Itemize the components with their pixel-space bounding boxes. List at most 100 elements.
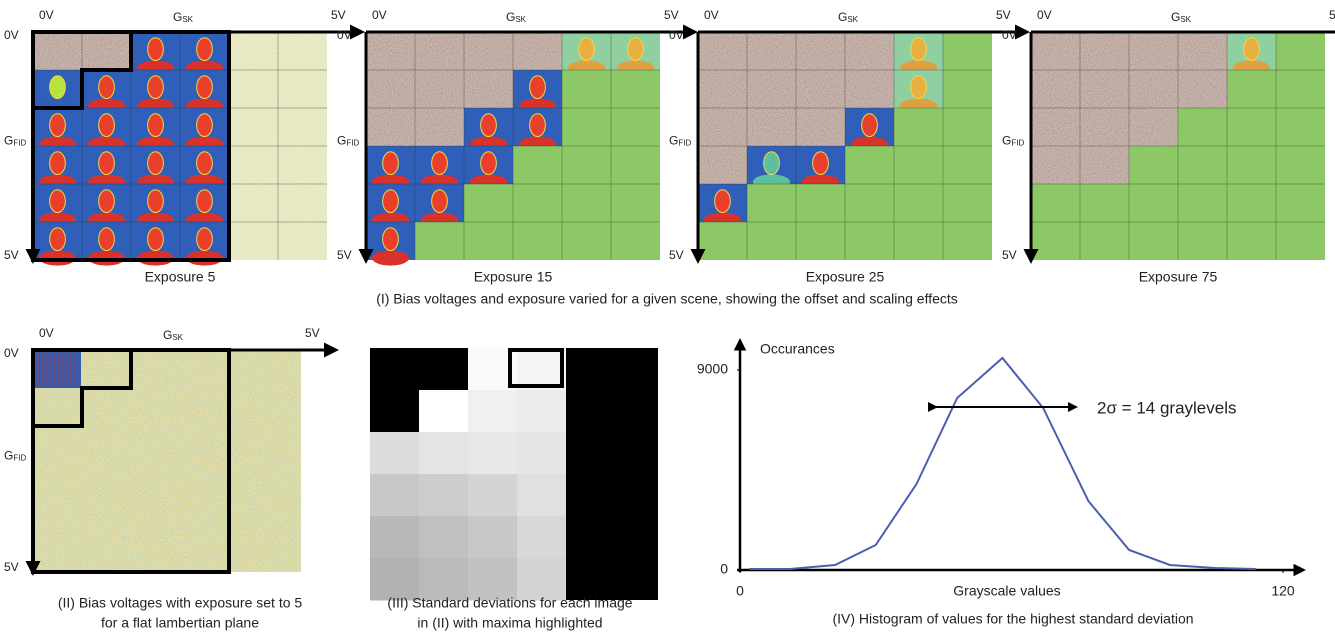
y-axis-label-sub: FID <box>1011 139 1024 148</box>
cell-green <box>796 184 845 222</box>
cell-green <box>943 108 992 146</box>
std-cell <box>370 432 420 475</box>
cell-green <box>1031 184 1080 222</box>
y-axis-label-main: G <box>4 134 13 148</box>
panel-caption: (IV) Histogram of values for the highest… <box>832 611 1193 627</box>
cell-noise <box>415 108 464 146</box>
std-cell <box>419 390 469 433</box>
cell-green <box>513 146 562 184</box>
x-axis-label: GSK <box>1171 10 1192 24</box>
cell-green <box>562 184 611 222</box>
face-head <box>628 38 644 61</box>
cell-green <box>611 70 660 108</box>
y-start-label: 0V <box>337 28 352 42</box>
cell-green <box>513 184 562 222</box>
cell-green <box>1178 146 1227 184</box>
face-head <box>813 152 829 175</box>
cell-green <box>943 70 992 108</box>
y-end-label: 5V <box>4 248 19 262</box>
x-start-label: 0V <box>39 326 54 340</box>
panel-caption: in (II) with maxima highlighted <box>417 615 602 631</box>
cell-pale <box>278 108 327 146</box>
x-axis-label-main: G <box>506 10 515 24</box>
x-axis-label-sub: SK <box>1180 15 1191 24</box>
cell-noise <box>82 32 131 70</box>
std-cell <box>370 516 420 559</box>
cell-noise <box>1178 70 1227 108</box>
cell-green <box>1276 184 1325 222</box>
y-axis-label-main: G <box>337 134 346 148</box>
cell-noise <box>698 108 747 146</box>
cell-green <box>562 146 611 184</box>
panel-caption: for a flat lambertian plane <box>101 615 259 631</box>
y-start-label: 0V <box>4 28 19 42</box>
cell-green <box>1178 108 1227 146</box>
histogram-line <box>749 358 1256 569</box>
cell-green <box>894 184 943 222</box>
cell-green <box>1227 184 1276 222</box>
y-axis-label-sub: FID <box>13 454 26 463</box>
cell-pale <box>229 32 278 70</box>
cell-green <box>1031 222 1080 260</box>
std-cell <box>468 474 518 517</box>
annotation: 2σ = 14 graylevels <box>1097 398 1237 417</box>
y-axis-label: GFID <box>337 134 359 148</box>
face-head <box>148 228 164 251</box>
cell-green <box>1080 222 1129 260</box>
cell-noise <box>1129 108 1178 146</box>
cell-noise <box>796 70 845 108</box>
cell-noise <box>1129 70 1178 108</box>
face-head <box>432 152 448 175</box>
cell-green <box>611 108 660 146</box>
y-axis-label-main: G <box>1002 134 1011 148</box>
y-axis-label: GFID <box>669 134 691 148</box>
cell-pale <box>229 108 278 146</box>
cell-pale <box>278 184 327 222</box>
face-head <box>148 76 164 99</box>
face-head <box>481 114 497 137</box>
x-axis-label-sub: SK <box>847 15 858 24</box>
cell-noise <box>1031 32 1080 70</box>
y-axis-label: GFID <box>4 134 26 148</box>
face-head <box>530 114 546 137</box>
cell-noise <box>747 108 796 146</box>
std-cell <box>517 432 567 475</box>
figure-caption: (I) Bias voltages and exposure varied fo… <box>376 291 958 307</box>
cell-green <box>562 222 611 260</box>
cell-noise <box>698 70 747 108</box>
cell-green <box>1080 184 1129 222</box>
cell-noise <box>1129 32 1178 70</box>
face-head <box>1244 38 1260 61</box>
x-axis-label-main: G <box>163 328 172 342</box>
face-head <box>911 76 927 99</box>
y-axis-label: GFID <box>4 449 26 463</box>
x-start-label: 0V <box>704 8 719 22</box>
cell-pale <box>278 32 327 70</box>
cell-green <box>1129 146 1178 184</box>
x-axis-label-main: G <box>838 10 847 24</box>
cell-green <box>562 108 611 146</box>
std-cell-black <box>566 348 658 600</box>
std-cell <box>419 516 469 559</box>
face-head <box>530 76 546 99</box>
y-start-label: 0V <box>1002 28 1017 42</box>
face-head <box>715 190 731 213</box>
panel-caption: (II) Bias voltages with exposure set to … <box>58 595 303 611</box>
y-axis-label-sub: FID <box>346 139 359 148</box>
std-cell <box>419 432 469 475</box>
cell-green <box>845 184 894 222</box>
std-cell <box>468 390 518 433</box>
std-cell <box>370 474 420 517</box>
cell-green <box>943 32 992 70</box>
face-head <box>197 190 213 213</box>
panel-caption: Exposure 75 <box>1139 269 1218 285</box>
x-tick-label: 0 <box>736 583 744 599</box>
cell-pale <box>278 70 327 108</box>
cell-noise <box>1178 32 1227 70</box>
face-head <box>99 76 115 99</box>
x-end-label: 5V <box>305 326 320 340</box>
cell-noise <box>464 32 513 70</box>
face-head <box>432 190 448 213</box>
cell-green <box>1276 108 1325 146</box>
cell-noise <box>1080 70 1129 108</box>
